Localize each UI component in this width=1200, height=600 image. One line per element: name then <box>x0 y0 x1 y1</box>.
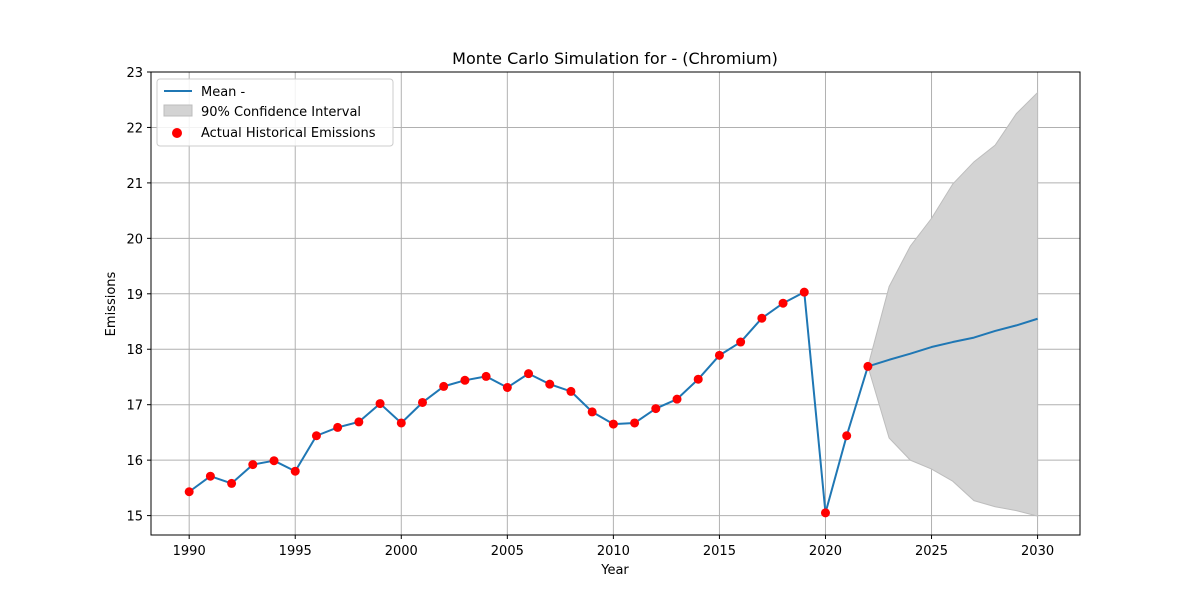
y-axis-ticks: 15 16 17 18 19 20 21 22 23 <box>126 66 151 525</box>
historical-point <box>248 460 258 470</box>
legend-historical-swatch <box>172 128 182 138</box>
historical-point <box>205 471 215 481</box>
historical-point <box>672 394 682 404</box>
historical-point <box>714 350 724 360</box>
legend-historical-label: Actual Historical Emissions <box>201 126 376 141</box>
legend-confidence-swatch <box>163 104 193 117</box>
historical-point <box>333 422 343 432</box>
historical-point <box>693 374 703 384</box>
historical-point <box>417 397 427 407</box>
y-tick-label: 16 <box>126 454 143 469</box>
y-tick-label: 22 <box>126 121 143 136</box>
y-tick-label: 23 <box>126 66 143 81</box>
historical-point <box>396 418 406 428</box>
y-tick-label: 20 <box>126 232 143 247</box>
historical-point <box>502 383 512 393</box>
historical-point <box>184 487 194 497</box>
plot-frame <box>150 71 1081 536</box>
x-tick-label: 2015 <box>703 544 736 559</box>
confidence-band <box>867 91 1039 517</box>
x-tick-label: 2000 <box>385 544 418 559</box>
historical-point <box>608 419 618 429</box>
x-axis-label: Year <box>600 563 629 578</box>
legend-confidence-label: 90% Confidence Interval <box>201 105 361 120</box>
historical-point <box>799 287 809 297</box>
x-tick-label: 1995 <box>279 544 312 559</box>
x-tick-label: 2010 <box>597 544 630 559</box>
y-axis-label: Emissions <box>104 271 119 336</box>
y-tick-label: 17 <box>126 399 143 414</box>
historical-point <box>863 361 873 371</box>
historical-point <box>227 478 237 488</box>
historical-point <box>736 337 746 347</box>
x-tick-label: 2025 <box>915 544 948 559</box>
x-tick-label: 2005 <box>491 544 524 559</box>
historical-point <box>269 456 279 466</box>
historical-point <box>651 404 661 414</box>
historical-point <box>290 466 300 476</box>
historical-point <box>630 418 640 428</box>
legend-box <box>156 78 394 147</box>
historical-point <box>587 407 597 417</box>
x-tick-label: 1990 <box>173 544 206 559</box>
historical-point <box>778 298 788 308</box>
historical-point <box>757 313 767 323</box>
historical-point <box>566 386 576 396</box>
historical-point <box>481 371 491 381</box>
historical-point <box>820 508 830 518</box>
confidence-band-layer <box>867 91 1039 517</box>
historical-point <box>460 375 470 385</box>
x-tick-label: 2030 <box>1021 544 1054 559</box>
chart-title: Monte Carlo Simulation for - (Chromium) <box>452 49 778 68</box>
historical-point <box>375 399 385 409</box>
y-tick-label: 21 <box>126 177 143 192</box>
y-tick-label: 15 <box>126 510 143 525</box>
y-tick-label: 19 <box>126 288 143 303</box>
legend-mean-label: Mean - <box>201 85 246 100</box>
y-tick-label: 18 <box>126 343 143 358</box>
x-axis-ticks: 1990 1995 2000 2005 2010 2015 2020 2025 2030 <box>173 535 1054 559</box>
historical-point <box>842 431 852 441</box>
historical-point <box>354 417 364 427</box>
historical-points-layer <box>184 287 873 518</box>
x-tick-label: 2020 <box>809 544 842 559</box>
historical-point <box>545 379 555 389</box>
historical-point <box>524 369 534 379</box>
historical-point <box>311 431 321 441</box>
historical-point <box>439 381 449 391</box>
legend: Mean - 90% Confidence Interval Actual Hi… <box>156 78 394 147</box>
